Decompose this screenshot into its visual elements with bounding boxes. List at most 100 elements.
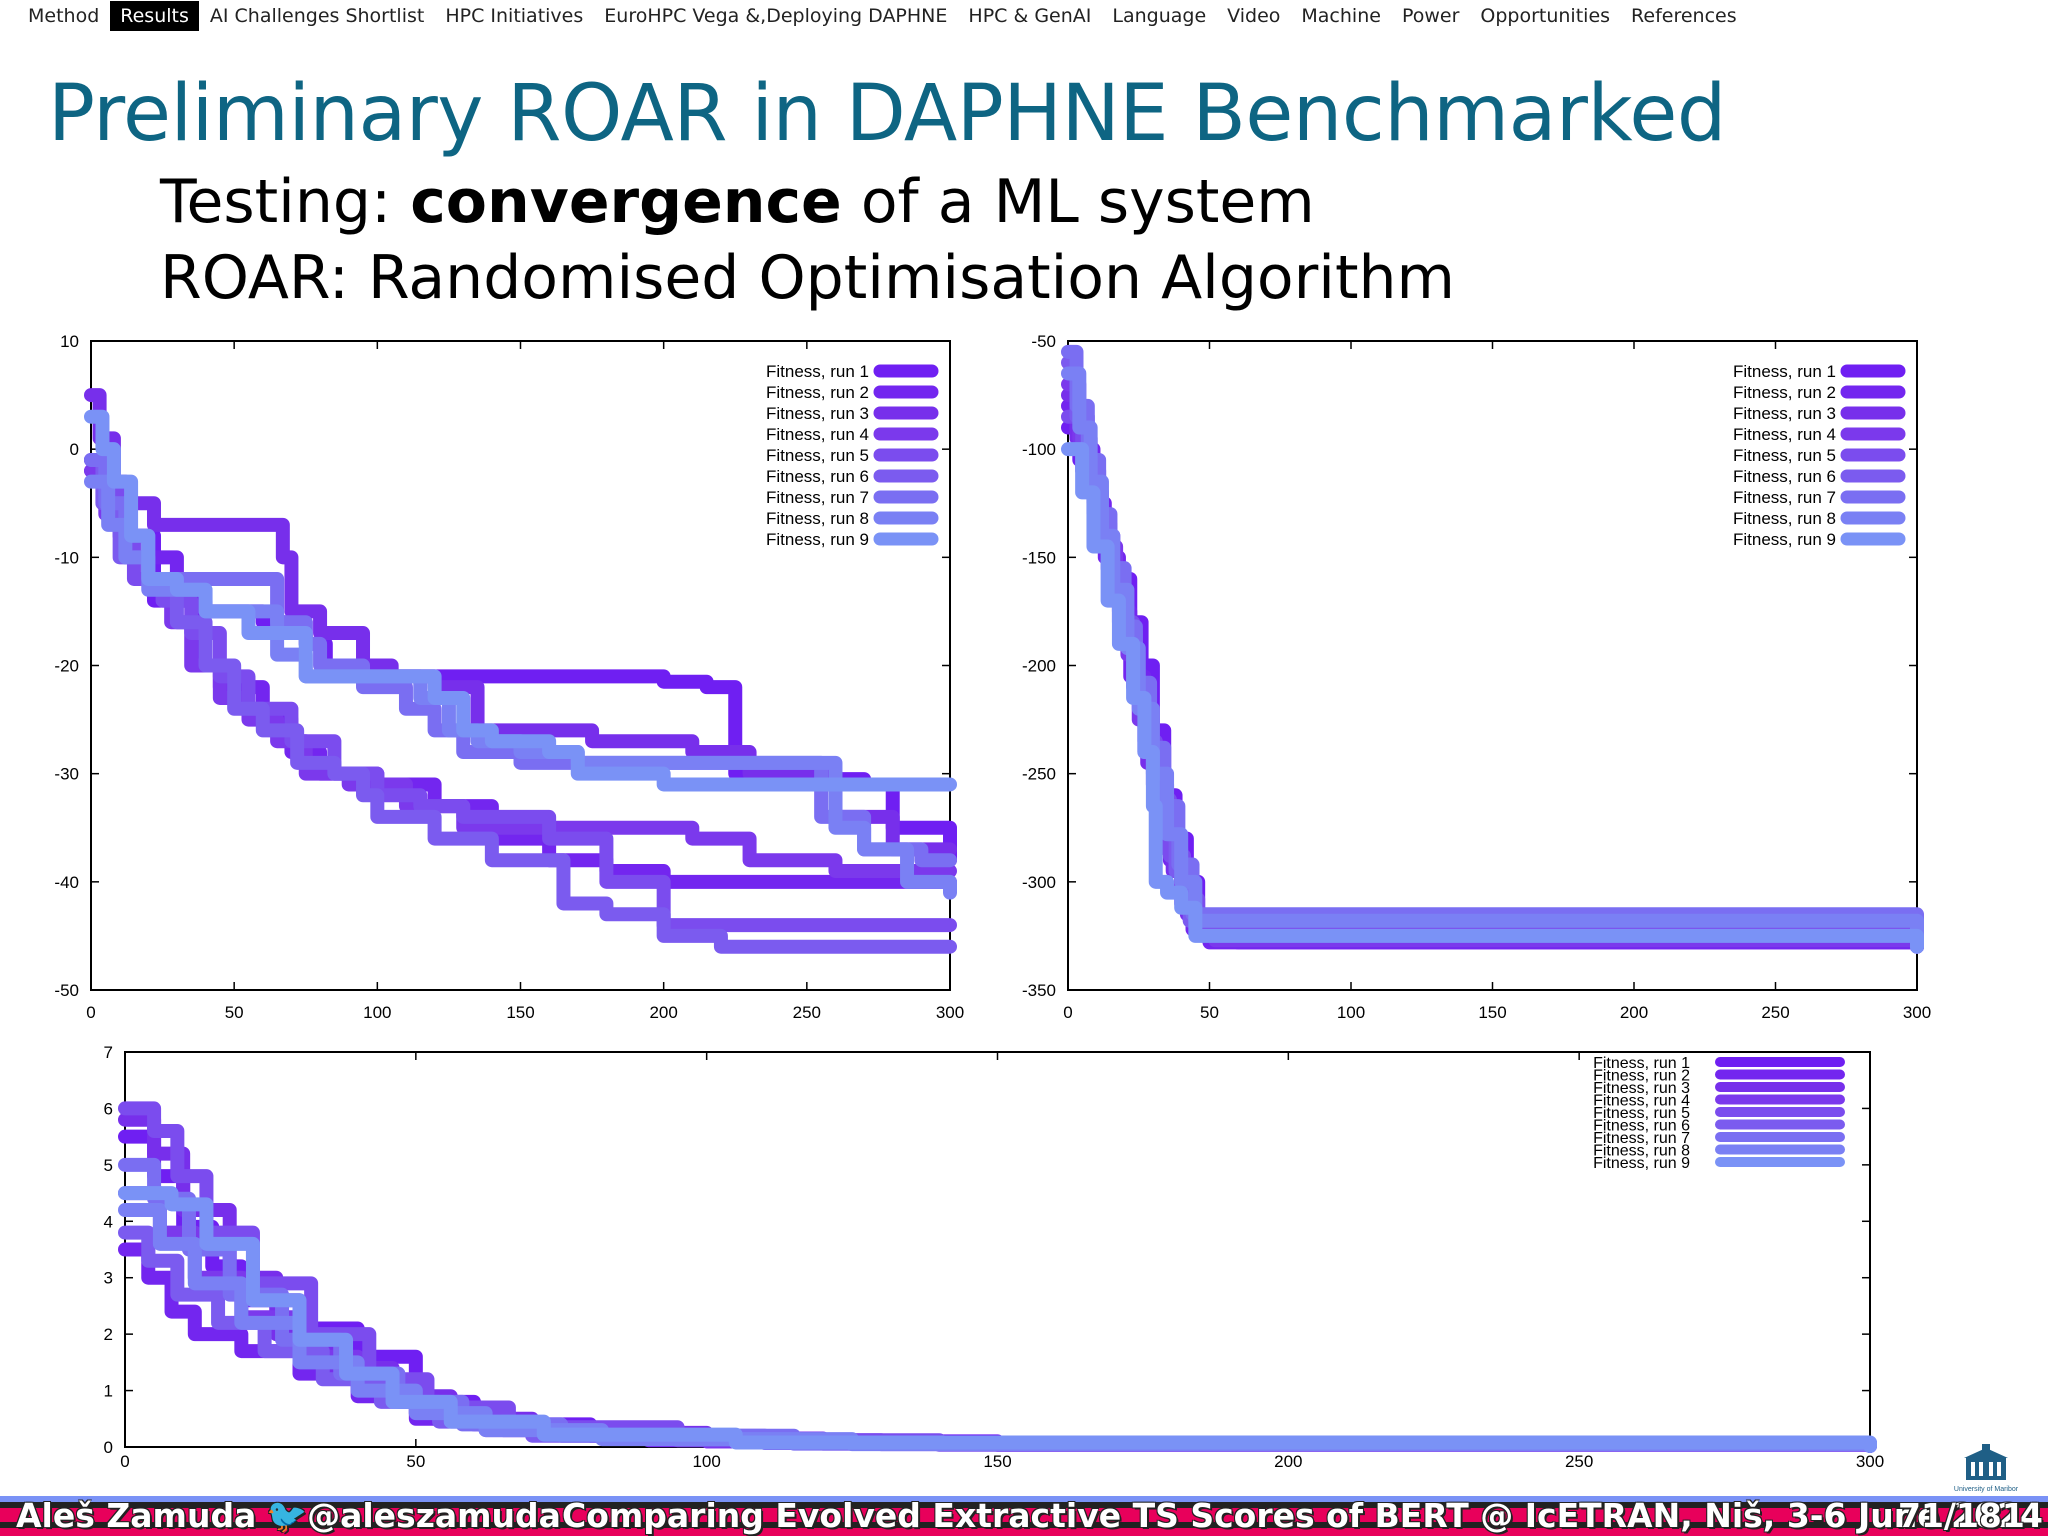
footer-handle: @aleszamuda: [307, 1496, 561, 1535]
legend-label-run-9: Fitness, run 9: [1733, 530, 1836, 549]
y-tick-label: -10: [54, 548, 79, 567]
legend-label-run-9: Fitness, run 9: [766, 530, 869, 549]
x-tick-label: 250: [793, 1003, 821, 1022]
nav-item-method[interactable]: Method: [28, 5, 100, 27]
y-tick-label: -100: [1022, 440, 1056, 459]
series-line-run-2: [118, 1242, 1877, 1453]
legend-label-run-4: Fitness, run 4: [766, 425, 869, 444]
legend-label-run-6: Fitness, run 6: [1593, 1118, 1690, 1135]
x-tick-label: 50: [1200, 1003, 1219, 1022]
y-tick-label: 1: [104, 1382, 113, 1401]
x-tick-label: 0: [1063, 1003, 1072, 1022]
y-tick-label: 7: [104, 1043, 113, 1062]
subtitle-line-1: Testing: convergence of a ML system: [160, 166, 1315, 238]
x-tick-label: 0: [120, 1452, 129, 1471]
subtitle-line-1-bold: convergence: [410, 167, 842, 237]
x-tick-label: 250: [1761, 1003, 1789, 1022]
y-tick-label: -20: [54, 657, 79, 676]
series-line-run-8: [118, 1203, 1877, 1453]
fitness-chart-top-right: 0 50 100 150 200 250 300 -350 -300 -250 -200 -150 -1…: [1022, 332, 1931, 1022]
x-tick-label: 50: [225, 1003, 244, 1022]
x-tick-label: 100: [363, 1003, 391, 1022]
subtitle-line-2: ROAR: Randomised Optimisation Algorithm: [160, 243, 1455, 313]
y-tick-label: -50: [54, 981, 79, 1000]
footer-twitter[interactable]: 🐦@aleszamuda: [266, 1498, 561, 1534]
legend-label-run-5: Fitness, run 5: [1733, 446, 1836, 465]
y-tick-label: 10: [60, 332, 79, 351]
nav-item-references[interactable]: References: [1631, 5, 1737, 27]
y-tick-label: -350: [1022, 981, 1056, 1000]
nav-item-hpc-initiatives[interactable]: HPC Initiatives: [445, 5, 584, 27]
legend-label-run-3: Fitness, run 3: [1593, 1080, 1690, 1097]
x-tick-label: 50: [406, 1452, 425, 1471]
legend-label-run-3: Fitness, run 3: [1733, 404, 1836, 423]
series-line-run-8: [84, 474, 957, 900]
nav-item-opportunities[interactable]: Opportunities: [1480, 5, 1611, 27]
legend-label-run-5: Fitness, run 5: [766, 446, 869, 465]
fitness-chart-bottom: 0 50 100 150 200 250 300 0 1 2 3 4 5 6 7 Fitness, run 1…: [104, 1043, 1885, 1471]
y-tick-label: -30: [54, 765, 79, 784]
x-tick-label: 200: [649, 1003, 677, 1022]
legend-label-run-4: Fitness, run 4: [1593, 1093, 1690, 1110]
y-tick-label: -50: [1031, 332, 1056, 351]
x-tick-label: 250: [1565, 1452, 1593, 1471]
legend-label-run-9: Fitness, run 9: [1593, 1155, 1690, 1172]
legend-label-run-8: Fitness, run 8: [1733, 509, 1836, 528]
twitter-bird-icon: 🐦: [266, 1496, 308, 1535]
y-tick-label: 3: [104, 1269, 113, 1288]
legend-label-run-2: Fitness, run 2: [1733, 383, 1836, 402]
nav-item-language[interactable]: Language: [1112, 5, 1207, 27]
y-tick-label: 6: [104, 1099, 113, 1118]
y-tick-label: 4: [104, 1212, 113, 1231]
legend-label-run-7: Fitness, run 7: [766, 488, 869, 507]
footer-page-number: 71/181: [1898, 1496, 2025, 1535]
slide-title: Preliminary ROAR in DAPHNE Benchmarked: [48, 69, 1726, 159]
x-tick-label: 150: [983, 1452, 1011, 1471]
nav-item-power[interactable]: Power: [1401, 5, 1460, 27]
nav-item-eurohpc-vega-deploying-daphne[interactable]: EuroHPC Vega &,Deploying DAPHNE: [604, 5, 948, 27]
x-tick-label: 300: [1856, 1452, 1884, 1471]
series-line-run-6: [118, 1225, 1877, 1453]
nav-item-ai-challenges-shortlist[interactable]: AI Challenges Shortlist: [209, 5, 425, 27]
x-tick-label: 100: [692, 1452, 720, 1471]
subtitle-line-1-prefix: Testing:: [160, 167, 411, 237]
y-tick-label: 0: [70, 440, 79, 459]
legend-label-run-6: Fitness, run 6: [766, 467, 869, 486]
x-tick-label: 0: [86, 1003, 95, 1022]
legend-label-run-1: Fitness, run 1: [1593, 1055, 1690, 1072]
legend-label-run-5: Fitness, run 5: [1593, 1105, 1690, 1122]
footer-author: Aleš Zamuda: [16, 1496, 257, 1535]
series-line-run-9: [1061, 442, 1924, 954]
legend-label-run-4: Fitness, run 4: [1733, 425, 1836, 444]
y-tick-label: 0: [104, 1438, 113, 1457]
x-tick-label: 200: [1274, 1452, 1302, 1471]
x-tick-label: 150: [506, 1003, 534, 1022]
subtitle-line-1-suffix: of a ML system: [841, 167, 1315, 237]
legend-label-run-1: Fitness, run 1: [766, 362, 869, 381]
nav-item-results[interactable]: Results: [110, 1, 199, 31]
nav-item-hpc-genai[interactable]: HPC & GenAI: [968, 5, 1092, 27]
legend-label-run-1: Fitness, run 1: [1733, 362, 1836, 381]
series-line-run-9: [118, 1186, 1877, 1453]
legend-label-run-8: Fitness, run 8: [766, 509, 869, 528]
y-tick-label: -200: [1022, 657, 1056, 676]
legend-label-run-7: Fitness, run 7: [1733, 488, 1836, 507]
legend-label-run-2: Fitness, run 2: [766, 383, 869, 402]
x-tick-label: 150: [1478, 1003, 1506, 1022]
y-tick-label: -150: [1022, 548, 1056, 567]
series-line-run-3: [84, 388, 957, 857]
nav-item-machine[interactable]: Machine: [1301, 5, 1381, 27]
nav-item-video[interactable]: Video: [1227, 5, 1281, 27]
footer-talk-title: Comparing Evolved Extractive TS Scores o…: [562, 1496, 2043, 1535]
x-tick-label: 100: [1337, 1003, 1365, 1022]
y-tick-label: 2: [104, 1325, 113, 1344]
x-tick-label: 300: [1903, 1003, 1931, 1022]
y-tick-label: 5: [104, 1156, 113, 1175]
university-logo: University of Maribor: [1954, 1444, 2019, 1493]
x-tick-label: 300: [936, 1003, 964, 1022]
legend-label-run-2: Fitness, run 2: [1593, 1068, 1690, 1085]
x-tick-label: 200: [1620, 1003, 1648, 1022]
university-logo-text: University of Maribor: [1954, 1486, 2019, 1493]
footer-bar: Aleš Zamuda 🐦@aleszamuda Comparing Evolv…: [0, 1496, 2048, 1536]
fitness-chart-top-left: 0 50 100 150 200 250 300 -50 -40 -30 -20 -10 0 10 Fitn…: [54, 332, 964, 1022]
